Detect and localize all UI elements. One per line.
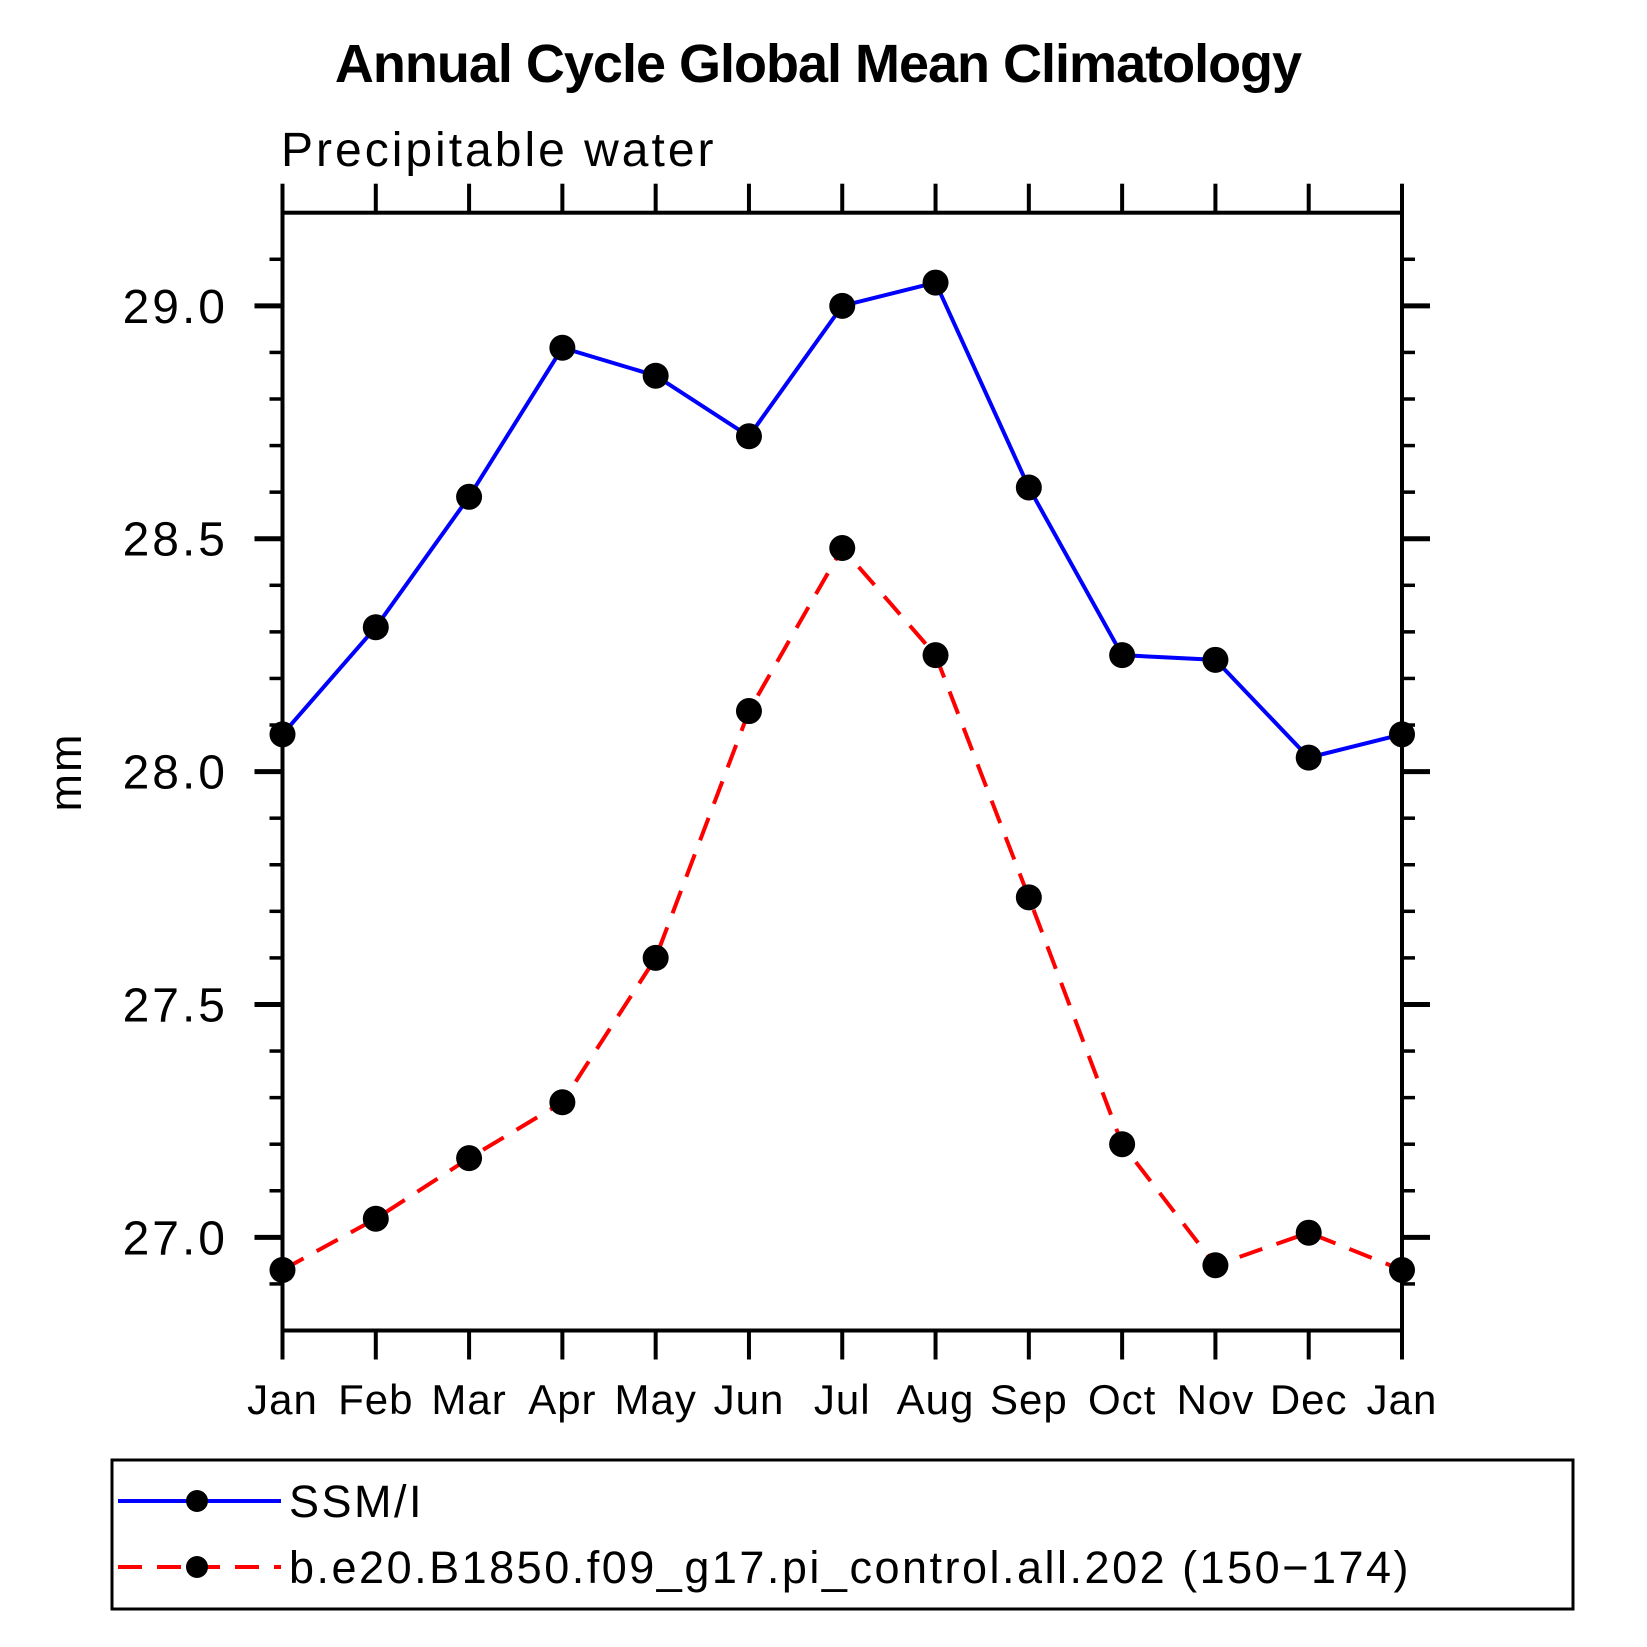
data-point-marker [269, 1256, 296, 1283]
legend-marker [186, 1556, 208, 1578]
series-line-0 [280, 280, 1403, 760]
legend-box [110, 1458, 1575, 1611]
y-tick-label: 28.0 [123, 747, 228, 800]
data-point-marker [735, 698, 762, 725]
data-point-marker [642, 944, 669, 971]
month-label: Sep [990, 1376, 1068, 1423]
plot-axes [254, 183, 1430, 1360]
data-point-marker [1295, 744, 1322, 771]
y-tick-label: 29.0 [123, 281, 228, 334]
legend-label: SSM/I [289, 1476, 424, 1527]
month-label: Jan [247, 1376, 318, 1423]
data-point-marker [456, 483, 483, 510]
month-label: Oct [1088, 1376, 1156, 1423]
month-label: Jun [714, 1376, 785, 1423]
month-label: Apr [528, 1376, 596, 1423]
chart-title: Annual Cycle Global Mean Climatology [335, 34, 1302, 94]
y-axis-label: mm [40, 733, 91, 812]
data-point-marker [1389, 721, 1415, 748]
legend: SSM/I b.e20.B1850.f09_g17.pi_control.all.… [110, 1458, 1575, 1611]
data-point-marker [1295, 1219, 1322, 1246]
data-point-marker [549, 334, 576, 361]
data-point-marker [362, 1205, 389, 1232]
chart-subtitle: Precipitable water [281, 124, 717, 177]
x-tick-labels: Jan Feb Mar Apr May Jun Jul Aug Sep Oct Nov Dec Jan [247, 1376, 1438, 1423]
month-label: Nov [1177, 1376, 1255, 1423]
month-label: Jul [814, 1376, 871, 1423]
legend-label: b.e20.B1850.f09_g17.pi_control.all.202 (… [289, 1542, 1411, 1593]
data-point-marker [922, 269, 949, 296]
data-point-marker [1109, 1131, 1136, 1158]
y-tick-label: 27.5 [123, 979, 228, 1032]
series-line-1 [281, 544, 1403, 1272]
y-tick-label: 28.5 [123, 514, 228, 567]
month-label: Mar [431, 1376, 506, 1423]
data-point-marker [269, 721, 296, 748]
data-point-marker [1202, 1252, 1229, 1279]
data-point-marker [642, 362, 669, 389]
plot-frame [280, 210, 1404, 1333]
month-label: Feb [338, 1376, 413, 1423]
data-point-marker [362, 614, 389, 641]
data-point-marker [829, 535, 856, 562]
data-point-marker [1015, 884, 1042, 911]
month-label: Jan [1367, 1376, 1438, 1423]
data-point-marker [456, 1145, 483, 1172]
legend-entries: SSM/I b.e20.B1850.f09_g17.pi_control.all.… [118, 1476, 1411, 1593]
legend-entry: b.e20.B1850.f09_g17.pi_control.all.202 (… [118, 1542, 1411, 1593]
data-point-marker [1109, 642, 1136, 669]
data-point-marker [1015, 474, 1042, 501]
data-point-marker [1202, 646, 1229, 673]
y-tick-labels: 27.0 27.5 28.0 28.5 29.0 [123, 281, 228, 1265]
month-label: Dec [1270, 1376, 1348, 1423]
data-point-marker [735, 423, 762, 450]
month-label: Aug [897, 1376, 975, 1423]
data-point-marker [922, 642, 949, 669]
data-point-marker [1389, 1256, 1415, 1283]
series-layer [269, 269, 1415, 1283]
y-tick-label: 27.0 [123, 1212, 228, 1265]
month-label: May [614, 1376, 696, 1423]
data-point-marker [829, 292, 856, 319]
data-point-marker [549, 1089, 576, 1116]
legend-marker [186, 1490, 208, 1512]
legend-entry: SSM/I [118, 1476, 424, 1527]
